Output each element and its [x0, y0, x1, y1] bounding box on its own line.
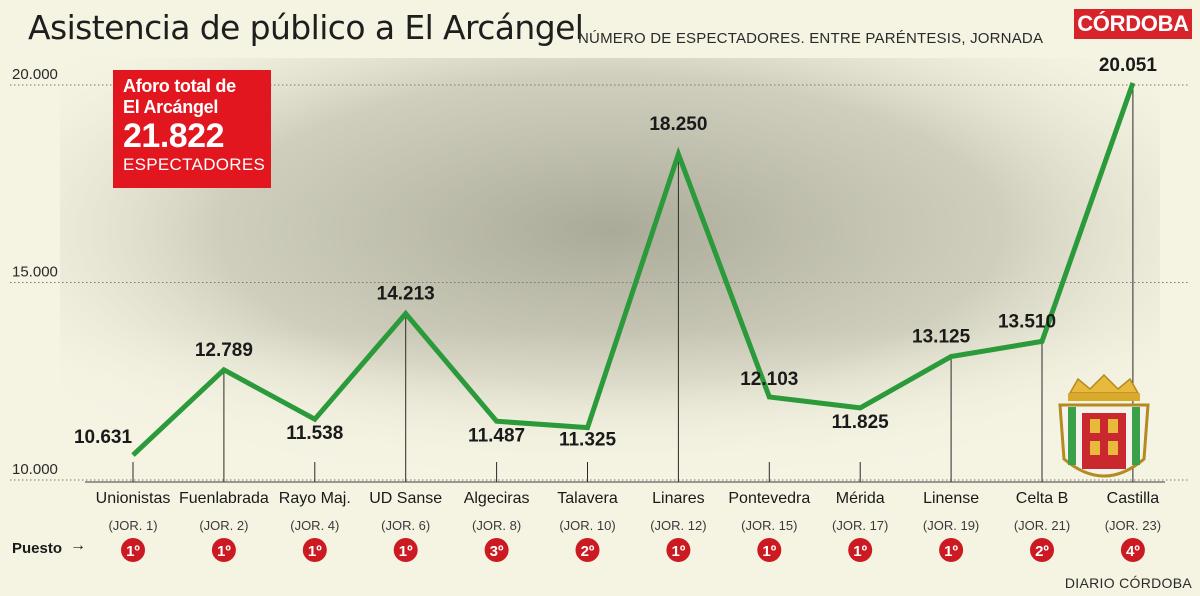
- jornada-label: (JOR. 2): [199, 518, 248, 533]
- value-label: 12.789: [195, 340, 253, 361]
- source-credit: DIARIO CÓRDOBA: [1064, 575, 1192, 591]
- page-title: Asistencia de público a El Arcángel: [28, 8, 584, 47]
- category-label: Rayo Maj.: [279, 490, 351, 507]
- puesto-badge-label: 1º: [308, 543, 322, 560]
- puesto-badge-label: 1º: [762, 543, 776, 560]
- category-label: Linense: [923, 490, 979, 507]
- category-labels: Unionistas Fuenlabrada Rayo Maj. UD Sanse Al…: [96, 490, 1160, 507]
- puesto-badge-label: 1º: [853, 543, 867, 560]
- value-label: 13.510: [998, 311, 1056, 332]
- puesto-badge: [302, 538, 327, 562]
- brand-logo: CÓRDOBA: [1074, 9, 1192, 39]
- jornada-label: (JOR. 1): [108, 518, 157, 533]
- jornada-label: (JOR. 19): [923, 518, 979, 533]
- capacity-number: 21.822: [123, 117, 225, 155]
- puesto-badge-label: 1º: [671, 543, 685, 560]
- jornada-label: (JOR. 10): [559, 518, 615, 533]
- value-label: 13.125: [912, 327, 971, 348]
- category-label: Unionistas: [96, 490, 171, 507]
- puesto-badge: [575, 538, 600, 562]
- jornada-label: (JOR. 6): [381, 518, 430, 533]
- value-label: 11.825: [832, 412, 889, 433]
- category-label: Mérida: [836, 490, 885, 507]
- puesto-badge-label: 1º: [399, 543, 413, 560]
- category-label: Pontevedra: [728, 490, 810, 507]
- puesto-badge-label: 1º: [126, 543, 140, 560]
- puesto-label: Puesto: [12, 540, 63, 557]
- value-label: 18.250: [649, 114, 707, 135]
- drop-lines: [132, 82, 1134, 482]
- value-labels: 10.631 12.789 11.538 14.213 11.487 11.325 18.2…: [74, 55, 1157, 451]
- puesto-badge: [484, 538, 509, 562]
- puesto-badge: [666, 538, 691, 562]
- puesto-badge: [939, 538, 964, 562]
- puesto-badges: 1º 1º 1º 1º 3º 2º 1º 1º 1º 1º 2º 4º: [121, 538, 1145, 562]
- puesto-badge-label: 2º: [1035, 543, 1049, 560]
- category-label: Fuenlabrada: [179, 490, 269, 507]
- category-label: Linares: [652, 490, 704, 507]
- puesto-badge-label: 1º: [944, 543, 958, 560]
- value-label: 12.103: [740, 369, 798, 390]
- puesto-badge: [211, 538, 236, 562]
- jornada-label: (JOR. 12): [650, 518, 706, 533]
- chart-subtitle: NÚMERO DE ESPECTADORES. ENTRE PARÉNTESIS…: [578, 30, 1044, 47]
- category-label: UD Sanse: [369, 490, 442, 507]
- value-label: 11.487: [468, 425, 525, 446]
- arrow-right-icon: →: [70, 537, 86, 554]
- puesto-badge: [1030, 538, 1054, 562]
- category-label: Talavera: [557, 490, 618, 507]
- value-label: 11.325: [559, 430, 616, 451]
- category-label: Algeciras: [464, 490, 530, 507]
- jornada-label: (JOR. 17): [832, 518, 888, 533]
- jornada-label: (JOR. 8): [472, 518, 521, 533]
- value-label: 11.538: [286, 423, 343, 444]
- attendance-series-line: [131, 82, 1136, 457]
- puesto-badge-label: 1º: [217, 543, 231, 560]
- jornada-labels: (JOR. 1) (JOR. 2) (JOR. 4) (JOR. 6) (JOR. 8)…: [108, 518, 1161, 533]
- y-tick-labels: 10.000 15.000 20.000: [12, 66, 58, 478]
- capacity-unit: ESPECTADORES: [123, 155, 266, 174]
- cordoba-crest-icon: [1058, 373, 1150, 478]
- y-tick-label: 10.000: [12, 461, 58, 478]
- jornada-label: (JOR. 23): [1105, 518, 1161, 533]
- puesto-badge: [1120, 538, 1145, 562]
- jornada-label: (JOR. 21): [1014, 518, 1070, 533]
- puesto-badge: [757, 538, 782, 562]
- capacity-line-1: Aforo total de: [123, 76, 236, 96]
- capacity-callout: Aforo total de El Arcángel 21.822 ESPECT…: [113, 70, 271, 188]
- jornada-label: (JOR. 4): [290, 518, 339, 533]
- puesto-badge: [848, 538, 873, 562]
- puesto-badge: [393, 538, 418, 562]
- capacity-line-2: El Arcángel: [123, 97, 219, 117]
- puesto-badge-label: 2º: [581, 543, 595, 560]
- value-label: 14.213: [377, 284, 435, 305]
- puesto-badge: [121, 538, 145, 562]
- category-label: Castilla: [1107, 490, 1160, 507]
- category-label: Celta B: [1016, 490, 1068, 507]
- y-tick-label: 20.000: [12, 66, 58, 83]
- jornada-label: (JOR. 15): [741, 518, 797, 533]
- puesto-badge-label: 3º: [490, 543, 504, 560]
- puesto-badge-label: 4º: [1126, 543, 1140, 560]
- value-label: 10.631: [74, 427, 133, 448]
- value-label: 20.051: [1099, 55, 1158, 76]
- y-tick-label: 15.000: [12, 264, 58, 281]
- crowd-photo-background: [60, 58, 1160, 490]
